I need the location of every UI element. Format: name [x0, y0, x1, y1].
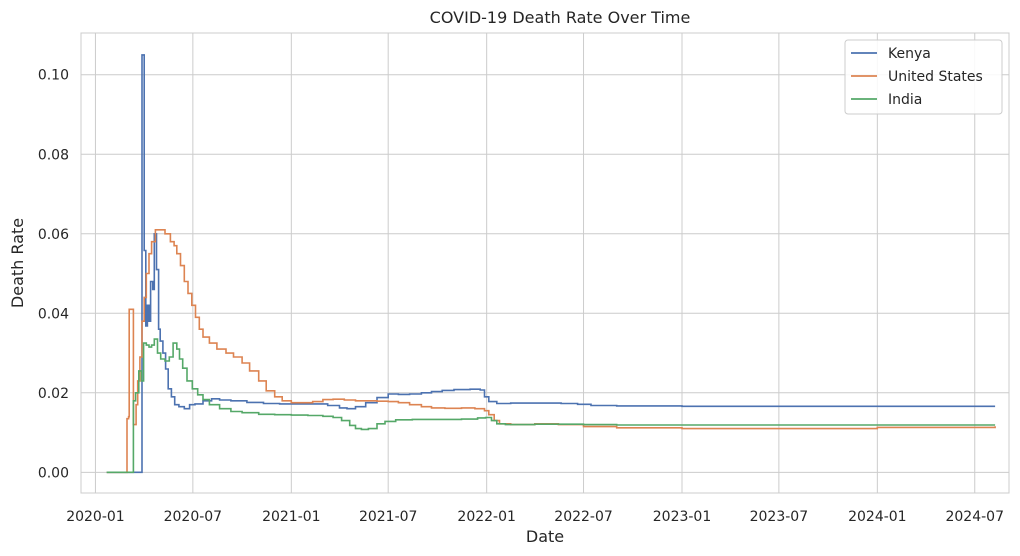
x-tick-label: 2024-01 — [848, 509, 907, 525]
x-tick-label: 2021-07 — [359, 509, 418, 525]
x-tick-label: 2023-01 — [653, 509, 712, 525]
series-line-united-states — [106, 229, 996, 474]
plot-frame — [80, 32, 1010, 494]
y-tick-label: 0.08 — [38, 147, 69, 163]
legend: Kenya United States India — [844, 39, 1003, 115]
x-axis-label: Date — [526, 527, 564, 546]
legend-label: India — [888, 92, 922, 108]
series-line-india — [106, 338, 996, 474]
y-axis-label: Death Rate — [8, 218, 27, 308]
x-tick-label: 2024-07 — [945, 509, 1004, 525]
x-tick-label: 2022-01 — [457, 509, 516, 525]
y-tick-label: 0.04 — [38, 306, 69, 322]
y-tick-labels: 0.00 0.02 0.04 0.06 0.08 0.10 — [38, 68, 69, 482]
x-tick-label: 2020-01 — [66, 509, 125, 525]
y-tick-label: 0.06 — [38, 227, 69, 243]
series-layer — [106, 54, 996, 474]
x-tick-label: 2022-07 — [554, 509, 613, 525]
legend-box — [844, 39, 1003, 115]
y-tick-label: 0.10 — [38, 68, 69, 84]
x-tick-label: 2021-01 — [262, 509, 321, 525]
chart-title: COVID-19 Death Rate Over Time — [430, 8, 691, 27]
legend-label: United States — [888, 69, 983, 85]
x-tick-label: 2023-07 — [750, 509, 809, 525]
x-tick-label: 2020-07 — [164, 509, 223, 525]
legend-label: Kenya — [888, 46, 931, 62]
y-tick-label: 0.00 — [38, 465, 69, 481]
x-tick-labels: 2020-01 2020-07 2021-01 2021-07 2022-01 2022-… — [66, 509, 1004, 525]
y-tick-label: 0.02 — [38, 386, 69, 402]
